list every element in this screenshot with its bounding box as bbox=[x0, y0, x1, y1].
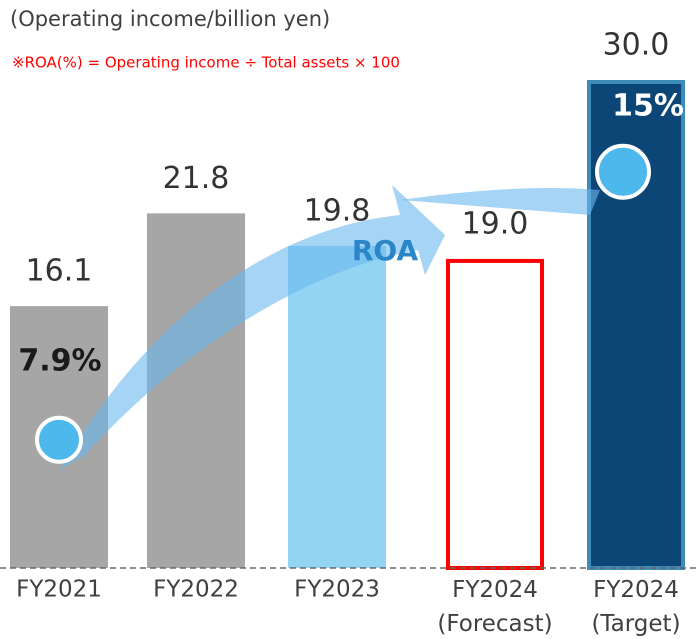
bars: 16.1FY202121.8FY202219.8FY202319.0FY2024… bbox=[10, 28, 685, 637]
roa-label: ROA bbox=[352, 234, 419, 267]
roa-arrow-tail bbox=[400, 188, 600, 215]
x-tick-label: FY2024 (Forecast) bbox=[437, 577, 552, 637]
chart-subtitle: (Operating income/billion yen) bbox=[10, 7, 330, 31]
roa-value-label: 15% bbox=[612, 88, 684, 123]
bar bbox=[446, 258, 544, 570]
x-tick-label: FY2023 bbox=[294, 577, 380, 603]
roa-point bbox=[35, 415, 83, 464]
x-tick-label: FY2021 bbox=[16, 577, 102, 603]
x-tick-label: FY2022 bbox=[153, 577, 239, 603]
x-tick-label: FY2024 (Target) bbox=[591, 577, 680, 637]
value-label: 21.8 bbox=[163, 161, 230, 196]
value-label: 30.0 bbox=[603, 28, 670, 63]
bar bbox=[288, 245, 386, 569]
value-label: 16.1 bbox=[26, 254, 93, 289]
roa-point bbox=[595, 143, 651, 200]
bar bbox=[147, 213, 245, 569]
roa-points: 7.9% 15% bbox=[18, 88, 684, 464]
roa-arrow bbox=[60, 185, 445, 470]
value-label: 19.0 bbox=[462, 206, 529, 241]
roa-value-label: 7.9% bbox=[18, 343, 101, 378]
annotation: ※ROA(%) = Operating income ÷ Total asset… bbox=[12, 54, 400, 72]
